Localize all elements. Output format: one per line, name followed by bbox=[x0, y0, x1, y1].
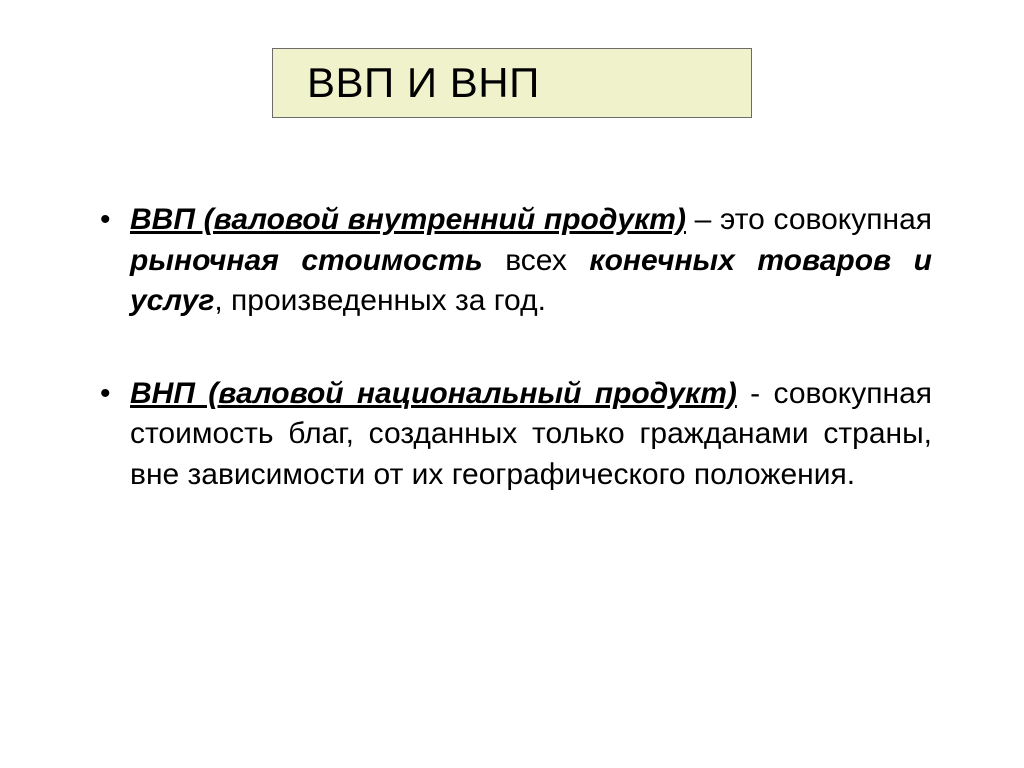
body-text: , произведенных за год. bbox=[214, 284, 546, 317]
term-text: ВНП (валовой национальный продукт) bbox=[130, 377, 737, 410]
emphasis-text: рыночная стоимость bbox=[130, 244, 483, 277]
list-item: ВВП (валовой внутренний продукт) – это с… bbox=[92, 200, 932, 322]
slide: ВВП И ВНП ВВП (валовой внутренний продук… bbox=[0, 0, 1024, 768]
title-box: ВВП И ВНП bbox=[272, 48, 752, 118]
slide-content: ВВП (валовой внутренний продукт) – это с… bbox=[92, 200, 932, 547]
body-text: всех bbox=[483, 244, 590, 277]
slide-title: ВВП И ВНП bbox=[307, 59, 540, 107]
bullet-list: ВВП (валовой внутренний продукт) – это с… bbox=[92, 200, 932, 495]
term-text: ВВП (валовой внутренний продукт) bbox=[130, 203, 686, 236]
body-text: – это совокупная bbox=[686, 203, 932, 236]
list-item: ВНП (валовой национальный продукт) - сов… bbox=[92, 374, 932, 496]
